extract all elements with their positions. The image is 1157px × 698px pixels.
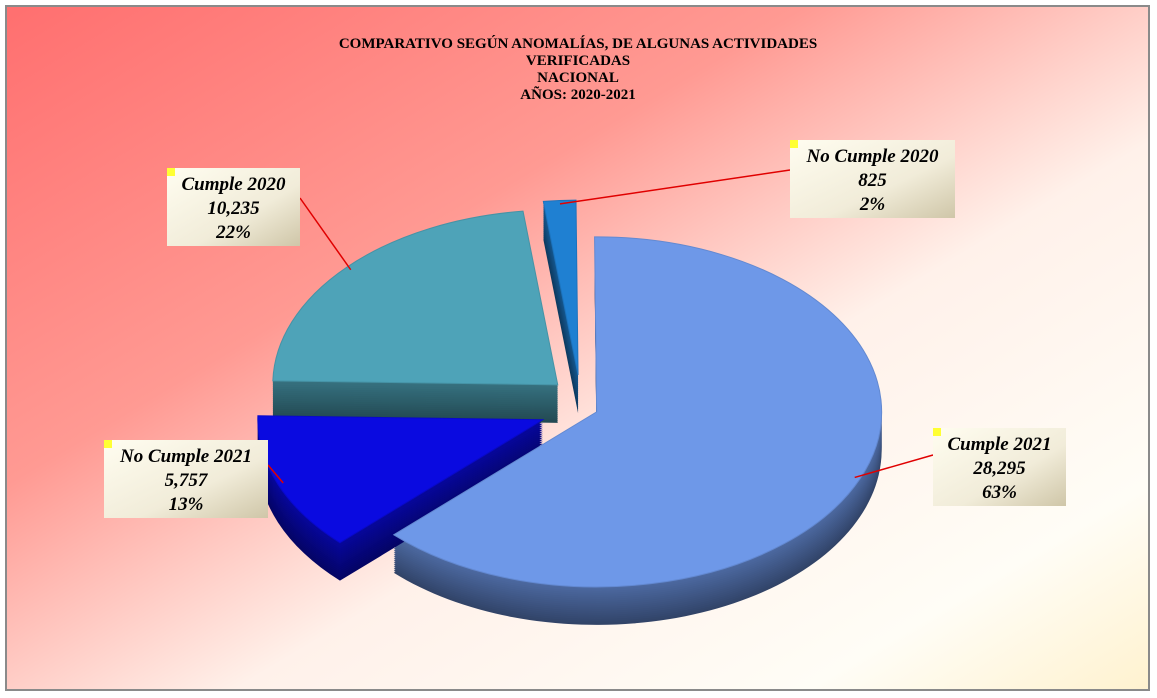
chart-title: VERIFICADAS bbox=[526, 53, 630, 69]
pie-slice bbox=[257, 415, 545, 544]
data-label-percent: 13% bbox=[169, 494, 204, 515]
data-label-value: 825 bbox=[858, 170, 887, 191]
pie-slice bbox=[542, 199, 579, 376]
data-label-category: Cumple 2020 bbox=[182, 174, 286, 195]
data-label-percent: 2% bbox=[859, 194, 885, 215]
pie-slice bbox=[392, 236, 883, 588]
data-label-percent: 22% bbox=[215, 222, 251, 243]
data-label-category: No Cumple 2020 bbox=[806, 146, 939, 167]
leader-line bbox=[854, 454, 934, 479]
leader-line bbox=[299, 197, 352, 271]
label-box bbox=[933, 428, 1066, 506]
chart-title: NACIONAL bbox=[537, 70, 619, 86]
label-marker bbox=[104, 440, 112, 448]
label-marker bbox=[790, 140, 798, 148]
label-box bbox=[790, 140, 955, 218]
chart-title: COMPARATIVO SEGÚN ANOMALÍAS, DE ALGUNAS … bbox=[339, 35, 817, 52]
data-label-value: 28,295 bbox=[972, 458, 1026, 479]
data-label-percent: 63% bbox=[982, 482, 1017, 503]
data-label-value: 5,757 bbox=[165, 470, 209, 491]
label-box bbox=[104, 440, 268, 518]
data-label-value: 10,235 bbox=[207, 198, 260, 219]
label-marker bbox=[167, 168, 175, 176]
chart-title: AÑOS: 2020-2021 bbox=[520, 85, 635, 103]
label-marker bbox=[933, 428, 941, 436]
label-box bbox=[167, 168, 300, 246]
data-label-category: No Cumple 2021 bbox=[119, 446, 252, 467]
leader-line bbox=[559, 169, 791, 205]
leader-line bbox=[267, 464, 284, 484]
pie-slice bbox=[272, 210, 559, 386]
data-label-category: Cumple 2021 bbox=[948, 434, 1052, 455]
